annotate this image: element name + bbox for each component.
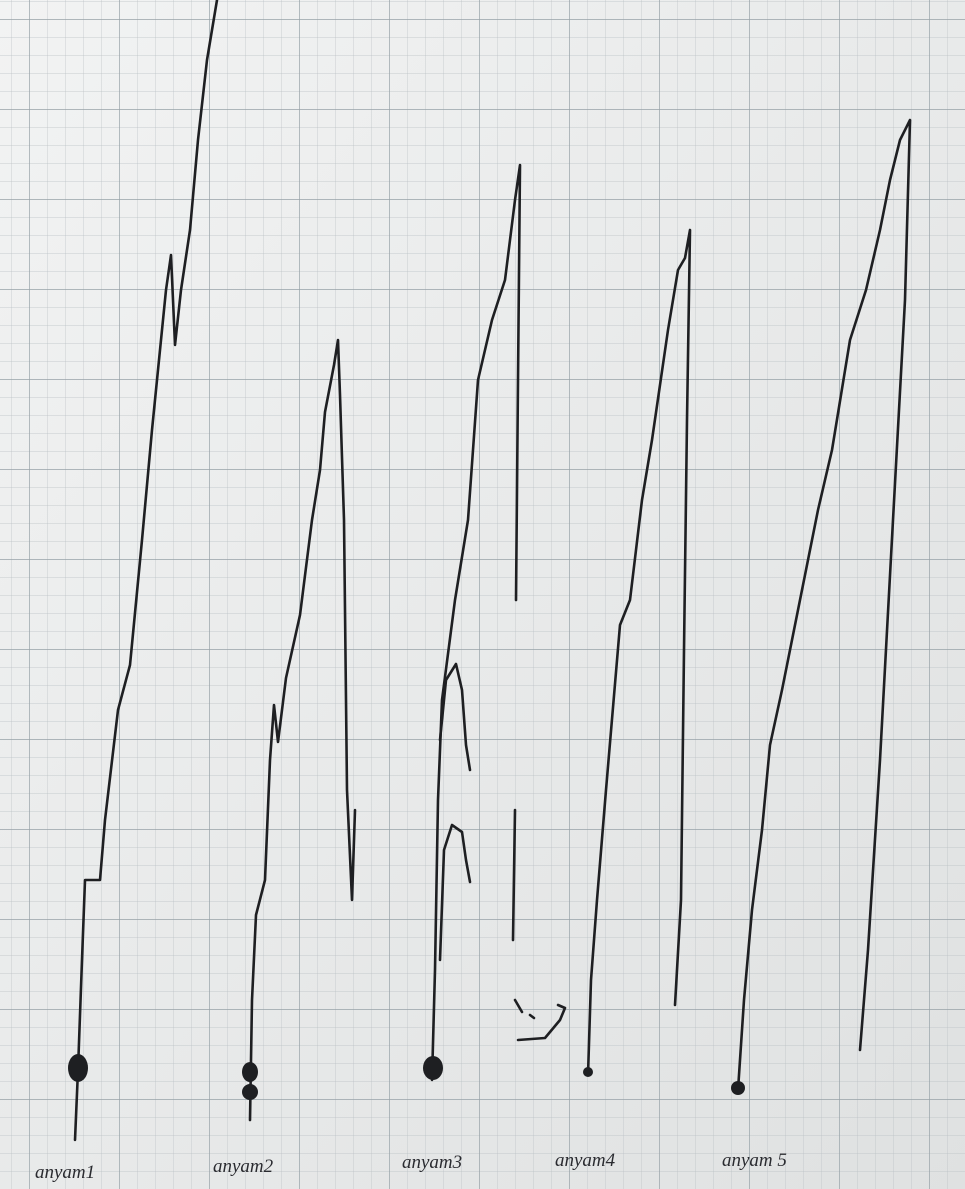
trace-label: anyam 5 (722, 1150, 787, 1171)
blob (423, 1056, 443, 1080)
blob (731, 1081, 745, 1095)
blob (68, 1054, 88, 1082)
blob (242, 1084, 258, 1100)
trace-label: anyam2 (213, 1156, 274, 1177)
page: anyam1 anyam2 anyam3 anyam4 anyam 5 (() … (0, 0, 965, 1189)
trace-label: anyam1 (35, 1162, 95, 1183)
blob (583, 1067, 593, 1077)
graph-paper-photo: anyam1 anyam2 anyam3 anyam4 anyam 5 (0, 0, 965, 1189)
trace-label: anyam4 (555, 1150, 616, 1171)
trace-label: anyam3 (402, 1152, 462, 1173)
grid (0, 0, 965, 1189)
blob (242, 1062, 258, 1082)
